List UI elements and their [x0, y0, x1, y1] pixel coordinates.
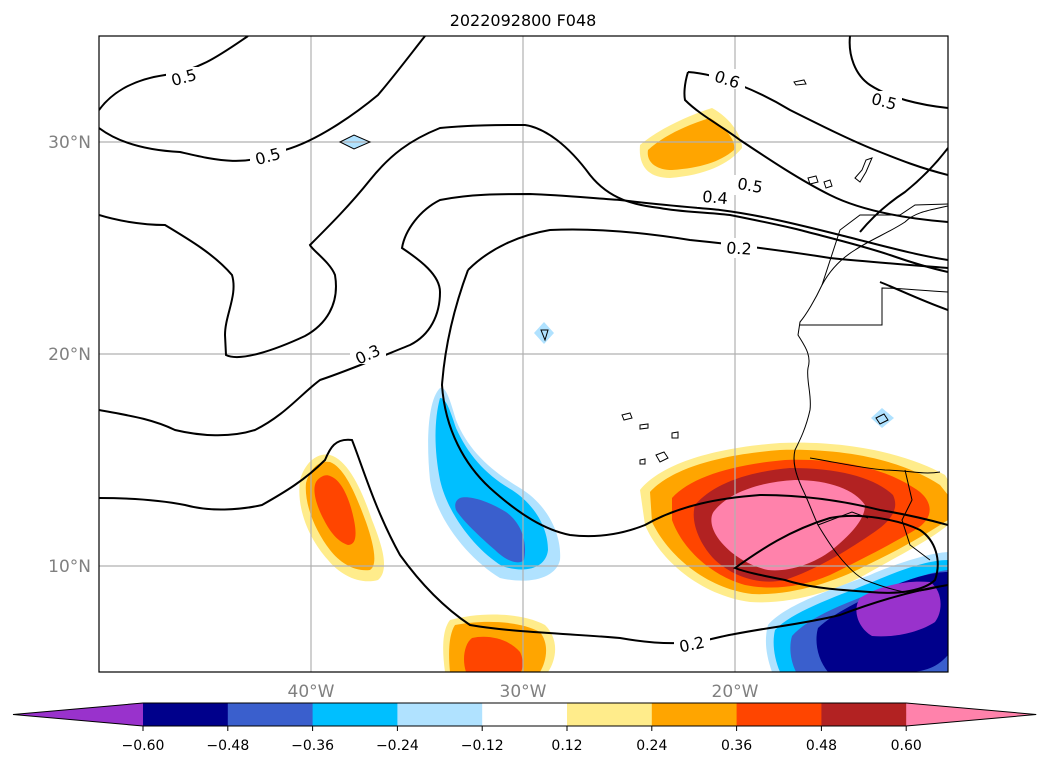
anomaly-fill [435, 398, 548, 570]
y-tick-label: 10°N [48, 557, 91, 577]
contour-line [859, 147, 948, 233]
anomaly-fill [464, 636, 523, 672]
colorbar-tick-label: −0.36 [291, 738, 334, 754]
anomaly-fill [711, 480, 865, 571]
x-tick-label: 20°W [712, 682, 759, 702]
y-tick-label: 30°N [48, 133, 91, 153]
anomaly-fill [647, 118, 735, 170]
x-tick-label: 30°W [500, 682, 547, 702]
contour-label: 0.2 [726, 238, 752, 258]
island [671, 431, 679, 439]
contour-line [732, 514, 939, 594]
island [639, 423, 649, 430]
colorbar-cell [567, 703, 653, 726]
island [875, 413, 889, 425]
anomaly-fill [871, 408, 894, 428]
colorbar-tick-label: 0.36 [721, 738, 752, 754]
island [823, 179, 833, 189]
colorbar-tick-label: −0.60 [122, 738, 165, 754]
chart-title: 2022092800 F048 [450, 11, 597, 30]
colorbar-cell [143, 703, 229, 726]
island [793, 79, 807, 86]
africa-coastline [793, 205, 948, 593]
shaded-anomaly-field [299, 108, 948, 672]
colorbar: −0.60 −0.48 −0.36 −0.24 −0.12 0.12 0.24 0.36 0.4… [12, 702, 1037, 754]
contour-label: 0.5 [736, 174, 764, 197]
contour-line [467, 228, 948, 271]
colorbar-cell [397, 703, 483, 726]
anomaly-fill [856, 581, 941, 637]
contour-line [440, 269, 948, 538]
colorbar-tick-label: 0.24 [636, 738, 667, 754]
island [639, 458, 646, 465]
colorbar-cell [736, 703, 822, 726]
border-line [901, 469, 931, 561]
y-tick-label: 20°N [48, 345, 91, 365]
colorbar-cell [821, 703, 907, 726]
island [854, 157, 873, 183]
colorbar-tick-label: 0.60 [891, 738, 922, 754]
contour-label: 0.4 [702, 187, 729, 208]
grid-lines [99, 36, 948, 672]
colorbar-tick-label: 0.12 [551, 738, 582, 754]
contour-label: 0.2 [677, 633, 706, 657]
contour-line [99, 192, 948, 437]
colorbar-cell [651, 703, 738, 726]
contour-line [99, 438, 948, 645]
island [540, 329, 549, 342]
map-axis-labels: 40°W 30°W 20°W 30°N 20°N 10°N [48, 133, 759, 702]
colorbar-cell [227, 703, 314, 726]
contour-line [879, 281, 948, 311]
island [655, 451, 669, 463]
contour-labels: 0.5 0.5 0.6 0.5 0.5 0.4 0.2 0.3 0.2 [166, 65, 902, 656]
colorbar-tick-label: −0.48 [206, 738, 249, 754]
contour-line [99, 36, 249, 111]
border-line [800, 287, 948, 326]
map-frame [98, 35, 949, 673]
colorbar-cell [482, 703, 568, 726]
colorbar-ticks: −0.60 −0.48 −0.36 −0.24 −0.12 0.12 0.24 0.36 0.4… [122, 726, 922, 754]
contour-line [683, 71, 948, 223]
island [621, 412, 633, 421]
colorbar-extend-min [13, 703, 143, 726]
colorbar-cell [312, 703, 398, 726]
contour-line [99, 123, 948, 359]
anomaly-fill [455, 497, 526, 563]
colorbar-tick-label: 0.48 [806, 738, 837, 754]
anomaly-fill [314, 475, 356, 545]
contour-lines [99, 36, 948, 645]
island [807, 175, 819, 185]
anomaly-fill [534, 322, 554, 344]
island [338, 134, 372, 150]
contour-line [848, 36, 948, 109]
x-tick-label: 40°W [288, 682, 335, 702]
colorbar-extend-max [906, 703, 1037, 726]
border-line [809, 457, 941, 474]
colorbar-tick-label: −0.24 [376, 738, 419, 754]
colorbar-cells [12, 702, 1037, 727]
colorbar-tick-label: −0.12 [461, 738, 504, 754]
